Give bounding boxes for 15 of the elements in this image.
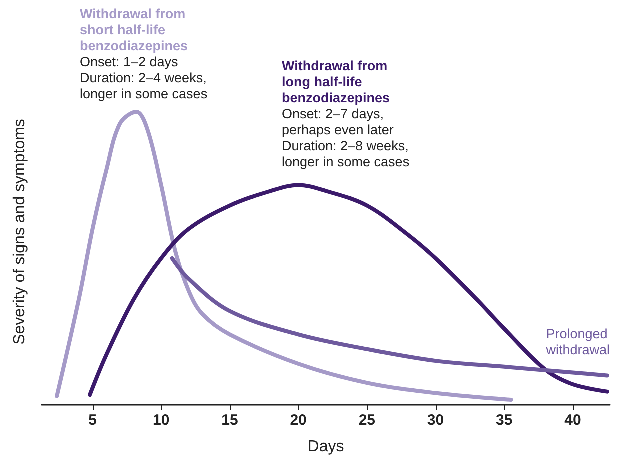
y-axis-title: Severity of signs and symptoms [12,119,28,345]
x-tick-label: 10 [153,412,170,429]
text: Onset: 1–2 days Duration: 2–4 weeks, longer in some cases [80,54,208,102]
text: Withdrawal from short half-life benzodiazepines [80,6,188,54]
x-tick-label: 15 [222,412,238,429]
x-tick-label: 30 [427,412,444,429]
x-tick-label: 20 [290,412,307,429]
x-axis-title: Days [308,438,344,456]
x-tick-label: 35 [496,412,513,429]
x-tick-label: 40 [564,412,582,429]
x-tick-label: 25 [358,412,376,429]
text: Withdrawal from long half-life benzodiazepines [282,58,390,106]
series-label: Prolonged withdrawal [545,326,610,358]
annotation: Onset: 2–7 days, perhaps even later Duration: 2–8 weeks, longer in some cases [282,106,410,170]
x-tick-label: 5 [88,412,97,429]
